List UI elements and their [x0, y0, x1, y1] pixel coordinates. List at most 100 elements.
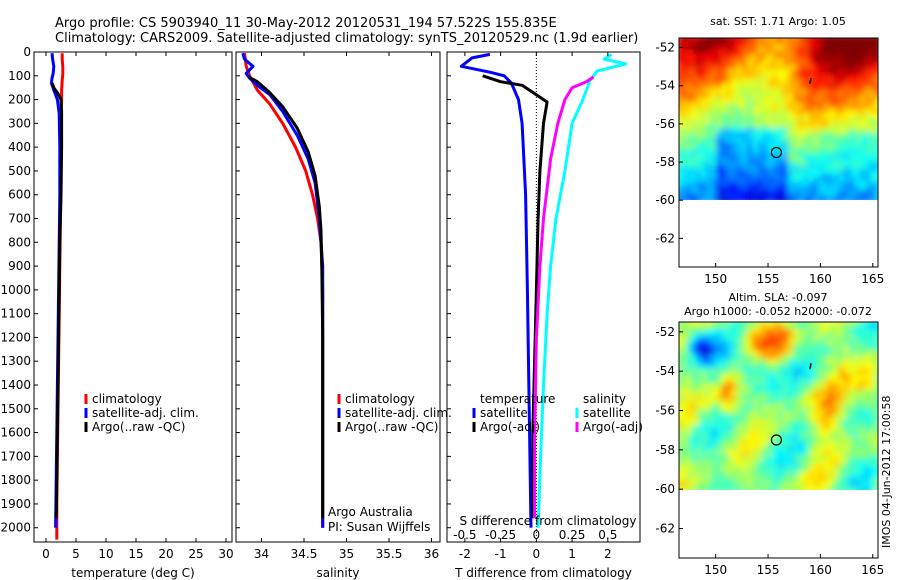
sst-heat-cell [813, 59, 821, 66]
sst-heat-cell [726, 162, 734, 170]
sst-heat-cell [798, 49, 805, 57]
sla-heat-cell [711, 349, 719, 356]
sla-heat-cell [798, 344, 805, 351]
sla-heat-cell [736, 328, 744, 336]
sla-heat-cell [680, 430, 688, 438]
sst-heat-cell [690, 93, 698, 101]
sst-heat-cell [838, 73, 846, 81]
sla-heat-cell [736, 394, 744, 402]
sla-heat-cell [792, 364, 800, 372]
sla-heat-cell [792, 456, 800, 463]
sla-heat-cell [772, 364, 780, 372]
sla-heat-cell [828, 384, 836, 392]
sla-heat-cell [711, 471, 719, 479]
sla-heat-cell [792, 379, 800, 387]
sst-heat-cell [823, 64, 831, 71]
sla-heat-cell [823, 333, 831, 341]
sst-heat-cell [731, 98, 739, 106]
sla-heat-cell [762, 430, 770, 438]
sla-heat-cell [823, 328, 831, 336]
sst-heat-cell [864, 191, 872, 199]
sst-heat-cell [859, 69, 867, 76]
sla-heat-cell [685, 405, 693, 412]
sst-heat-cell [798, 191, 805, 199]
sst-heat-cell [874, 64, 878, 71]
sla-heat-cell [757, 405, 765, 412]
sla-heat-cell [777, 338, 785, 346]
sst-heat-cell [690, 177, 698, 184]
sla-heat-cell [864, 354, 872, 362]
sst-heat-cell [752, 64, 760, 71]
sla-heat-cell [685, 456, 693, 463]
sla-heat-cell [680, 445, 688, 453]
sst-heat-cell [767, 177, 775, 184]
sla-heat-cell [706, 364, 714, 372]
sla-heat-cell [823, 400, 831, 407]
sst-heat-cell [711, 191, 719, 199]
sst-heat-cell [711, 142, 719, 150]
sla-heat-cell [798, 466, 805, 474]
sla-heat-cell [859, 338, 867, 346]
sst-heat-cell [716, 73, 724, 81]
sst-heat-cell [726, 152, 734, 160]
sst-heat-cell [854, 108, 862, 116]
sla-heat-cell [711, 389, 719, 397]
sla-heat-cell [701, 486, 708, 490]
sla-heat-cell [874, 415, 878, 423]
sla-heat-cell [782, 359, 790, 367]
sst-heat-cell [752, 44, 760, 52]
sla-heat-cell [767, 389, 775, 397]
sla-heat-cell [818, 425, 826, 433]
sla-heat-cell [752, 354, 760, 362]
temperature-ytick-label-15: 1500 [0, 402, 31, 416]
sla-heat-cell [711, 379, 719, 387]
sst_map-xtick-label-1: 155 [757, 272, 780, 286]
sla-heat-cell [762, 471, 770, 479]
sst-heat-cell [792, 127, 800, 135]
sst-heat-cell [808, 64, 816, 71]
sla-heat-cell [798, 379, 805, 387]
sla-heat-cell [787, 445, 795, 453]
sla-heat-cell [706, 328, 714, 336]
sst-heat-cell [721, 127, 729, 135]
sla-heat-cell [685, 486, 693, 490]
sst-heat-cell [864, 152, 872, 160]
sst-heat-cell [849, 98, 856, 106]
sla-heat-cell [731, 405, 739, 412]
sst-heat-cell [823, 152, 831, 160]
sst-heat-cell [792, 44, 800, 52]
sla-heat-cell [798, 364, 805, 372]
sst-heat-cell [706, 103, 714, 111]
sla-heat-cell [752, 400, 760, 407]
sla-heat-cell [726, 461, 734, 468]
sla-heat-cell [813, 379, 821, 387]
sst-heat-cell [859, 88, 867, 96]
temperature-panel: 0 5 10 15 20 25 300100200300400500600700800900… [0, 45, 233, 580]
sst-heat-cell [726, 44, 734, 52]
sst-heat-cell [803, 162, 811, 170]
sst-heat-cell [874, 39, 878, 47]
sst-heat-cell [762, 172, 770, 179]
sst-heat-cell [695, 93, 703, 101]
sst-heat-cell [813, 108, 821, 116]
sla-heat-cell [849, 384, 856, 392]
differences-xlabel: T difference from climatology [454, 566, 632, 580]
sla-heat-cell [685, 476, 693, 484]
differences-xtick-label-3: 1 [568, 547, 576, 561]
sst-heat-cell [813, 98, 821, 106]
sst-heat-cell [782, 73, 790, 81]
sla-heat-cell [762, 476, 770, 484]
sla-heat-cell [716, 471, 724, 479]
sla-heat-cell [777, 415, 785, 423]
sla-heat-cell [741, 323, 749, 331]
sla-heat-cell [726, 384, 734, 392]
sst-heat-cell [838, 162, 846, 170]
sst-heat-cell [864, 64, 872, 71]
sla-heat-cell [721, 359, 729, 367]
sst-heat-cell [741, 103, 749, 111]
sla-heat-cell [690, 328, 698, 336]
sla-heat-cell [767, 440, 775, 448]
sst-heat-cell [818, 137, 826, 145]
sst-heat-cell [843, 132, 851, 140]
sla-heat-cell [680, 425, 688, 433]
